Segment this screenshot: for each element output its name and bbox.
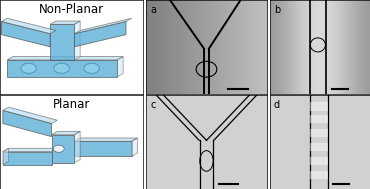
Polygon shape <box>74 22 126 47</box>
Polygon shape <box>117 57 123 77</box>
Text: Non-Planar: Non-Planar <box>39 3 104 16</box>
Circle shape <box>53 145 64 152</box>
Bar <box>310 157 328 165</box>
Polygon shape <box>3 107 57 123</box>
Circle shape <box>84 63 100 73</box>
Polygon shape <box>1 18 56 34</box>
Polygon shape <box>74 141 132 156</box>
Bar <box>310 171 328 179</box>
Polygon shape <box>7 57 123 60</box>
Polygon shape <box>74 21 80 60</box>
Polygon shape <box>74 18 132 34</box>
Circle shape <box>54 63 69 73</box>
Polygon shape <box>1 22 50 47</box>
Polygon shape <box>74 138 138 141</box>
Polygon shape <box>132 138 138 156</box>
Polygon shape <box>51 135 74 163</box>
Polygon shape <box>3 110 51 137</box>
Polygon shape <box>3 152 51 165</box>
Text: c: c <box>151 100 156 110</box>
Polygon shape <box>3 148 9 165</box>
Polygon shape <box>50 24 74 60</box>
Bar <box>310 143 328 151</box>
Polygon shape <box>50 21 80 24</box>
Polygon shape <box>7 60 117 77</box>
Polygon shape <box>74 132 80 163</box>
Text: b: b <box>274 5 280 15</box>
Text: a: a <box>151 5 157 15</box>
Bar <box>310 115 328 123</box>
Text: Planar: Planar <box>53 98 90 111</box>
Polygon shape <box>3 148 57 152</box>
Polygon shape <box>51 132 80 135</box>
Bar <box>310 102 328 111</box>
Text: d: d <box>274 100 280 110</box>
Circle shape <box>21 63 36 73</box>
Bar <box>310 129 328 137</box>
